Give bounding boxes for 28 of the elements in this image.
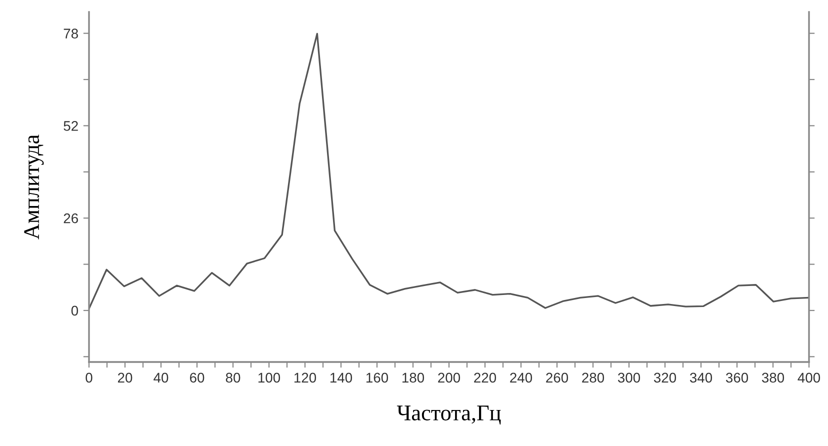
x-tick-label: 180 — [402, 372, 424, 383]
x-tick-label: 320 — [654, 372, 676, 383]
x-tick-label: 260 — [546, 372, 568, 383]
x-tick-label: 140 — [330, 372, 352, 383]
x-tick-label: 240 — [510, 372, 532, 383]
y-axis-title: Амплитуда — [24, 134, 44, 240]
y-tick-label: 0 — [71, 306, 78, 316]
x-tick-label: 120 — [294, 372, 316, 383]
x-tick-label: 280 — [582, 372, 604, 383]
x-tick-label: 20 — [118, 372, 132, 383]
y-tick-label: 26 — [64, 213, 78, 224]
y-tick-label: 52 — [64, 121, 78, 131]
x-tick-label: 300 — [618, 372, 640, 383]
x-tick-label: 380 — [762, 372, 784, 383]
x-tick-label: 100 — [258, 372, 280, 383]
x-tick-label: 60 — [190, 372, 204, 383]
x-tick-label: 40 — [154, 372, 168, 383]
line-series — [89, 32, 809, 310]
x-tick-label: 360 — [726, 372, 748, 383]
x-axis-title: Частота,Гц — [396, 406, 501, 425]
y-tick-label: 78 — [64, 28, 78, 38]
x-tick-label: 400 — [798, 372, 820, 383]
x-tick-label: 0 — [86, 372, 92, 383]
x-tick-label: 80 — [226, 372, 240, 383]
x-tick-label: 200 — [438, 372, 460, 383]
x-tick-label: 160 — [366, 372, 388, 383]
x-tick-label: 340 — [690, 372, 712, 383]
x-tick-label: 220 — [474, 372, 496, 383]
